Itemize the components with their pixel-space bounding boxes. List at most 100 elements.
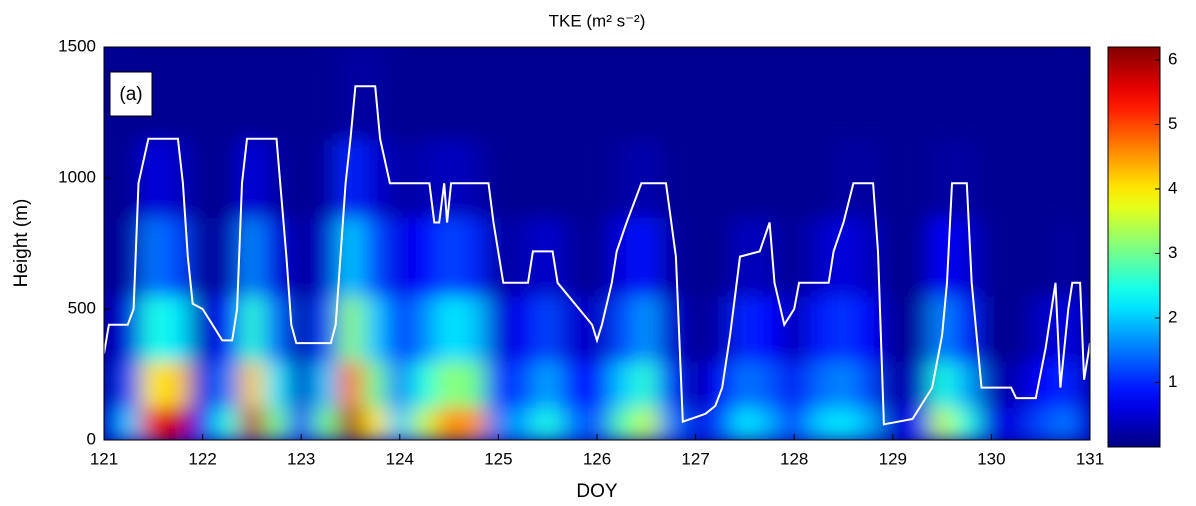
x-tick-label: 125 bbox=[484, 449, 512, 468]
heatmap-cell bbox=[880, 47, 906, 140]
heatmap-cell bbox=[757, 407, 783, 440]
heatmap-cell bbox=[905, 47, 931, 140]
heatmap-cell bbox=[905, 217, 931, 297]
heatmap-cell bbox=[338, 361, 364, 408]
heatmap-cell bbox=[338, 407, 364, 440]
heatmap-cell bbox=[214, 47, 241, 140]
y-tick-label: 500 bbox=[68, 298, 96, 317]
heatmap-cell bbox=[658, 407, 684, 440]
x-tick-label: 121 bbox=[90, 449, 118, 468]
colorbar-tick-label: 5 bbox=[1168, 114, 1177, 133]
heatmap-cell bbox=[190, 361, 216, 408]
heatmap-cell bbox=[387, 138, 413, 218]
heatmap-cell bbox=[979, 138, 1005, 218]
heatmap-cell bbox=[535, 361, 561, 408]
heatmap-cell bbox=[831, 407, 857, 440]
heatmap-cell bbox=[683, 47, 709, 140]
heatmap-cell bbox=[979, 217, 1005, 297]
boundary-layer-line bbox=[103, 85, 1091, 426]
heatmap-cell bbox=[1053, 47, 1079, 140]
heatmap-cell bbox=[104, 407, 117, 440]
heatmap-cell bbox=[658, 361, 684, 408]
heatmap-cell bbox=[905, 407, 931, 440]
heatmap-cell bbox=[633, 295, 660, 362]
heatmap-cell bbox=[239, 295, 265, 362]
heatmap-cell bbox=[486, 47, 512, 140]
heatmap-cell bbox=[732, 138, 758, 218]
heatmap-cell bbox=[609, 295, 635, 362]
heatmap-cell bbox=[979, 47, 1005, 140]
heatmap-cell bbox=[510, 47, 536, 140]
heatmap-cell bbox=[954, 361, 980, 408]
heatmap-cell bbox=[461, 361, 487, 408]
heatmap-cell bbox=[855, 138, 881, 218]
colorbar-tick-label: 3 bbox=[1168, 243, 1177, 262]
heatmap-cell bbox=[288, 47, 315, 140]
heatmap-cell bbox=[855, 361, 881, 408]
heatmap-cell bbox=[1028, 138, 1054, 218]
heatmap-cell bbox=[609, 361, 635, 408]
heatmap-cell bbox=[313, 407, 339, 440]
heatmap-cell bbox=[658, 138, 684, 218]
heatmap-cell bbox=[609, 217, 635, 297]
heatmap-cell bbox=[486, 295, 512, 362]
heatmap-cell bbox=[338, 47, 364, 140]
heatmap-cell bbox=[1077, 217, 1090, 297]
heatmap-cell bbox=[1077, 47, 1090, 140]
heatmap-cell bbox=[806, 361, 832, 408]
heatmap-cell bbox=[214, 407, 241, 440]
heatmap-cell bbox=[954, 217, 980, 297]
heatmap-cell bbox=[658, 47, 684, 140]
heatmap-cell bbox=[461, 295, 487, 362]
x-tick-label: 128 bbox=[780, 449, 808, 468]
panel-label: (a) bbox=[119, 84, 142, 105]
heatmap-cell bbox=[1003, 361, 1029, 408]
plot-frame bbox=[103, 46, 1091, 441]
heatmap-cell bbox=[461, 138, 487, 218]
heatmap-cell bbox=[264, 407, 290, 440]
heatmap-cell bbox=[831, 361, 857, 408]
heatmap-cell bbox=[510, 138, 536, 218]
heatmap-cell bbox=[436, 295, 462, 362]
y-tick-label: 1500 bbox=[58, 36, 96, 55]
heatmap-cell bbox=[535, 295, 561, 362]
heatmap-cell bbox=[806, 47, 832, 140]
heatmap-cell bbox=[831, 217, 857, 297]
heatmap-cell bbox=[264, 361, 290, 408]
heatmap-cell bbox=[165, 47, 191, 140]
heatmap-cell bbox=[165, 407, 191, 440]
heatmap-cell bbox=[707, 295, 734, 362]
heatmap-cell bbox=[239, 361, 265, 408]
heatmap-cell bbox=[831, 47, 857, 140]
heatmap-cell bbox=[214, 138, 241, 218]
heatmap-cell bbox=[214, 295, 241, 362]
heatmap-cell bbox=[436, 217, 462, 297]
heatmap-cell bbox=[104, 295, 117, 362]
heatmap-cell bbox=[806, 295, 832, 362]
heatmap-cell bbox=[757, 361, 783, 408]
panel-label-box bbox=[109, 71, 153, 117]
heatmap-cell bbox=[116, 361, 142, 408]
heatmap-cell bbox=[412, 295, 438, 362]
heatmap-cell bbox=[165, 295, 191, 362]
heatmap-cell bbox=[560, 217, 586, 297]
heatmap-cell bbox=[905, 361, 931, 408]
heatmap-cell bbox=[880, 361, 906, 408]
heatmap-cell bbox=[412, 217, 438, 297]
heatmap-cell bbox=[560, 407, 586, 440]
heatmap-cell bbox=[362, 361, 388, 408]
heatmap-cell bbox=[781, 47, 808, 140]
heatmap-cell bbox=[658, 217, 684, 297]
heatmap-cell bbox=[313, 47, 339, 140]
x-tick-label: 130 bbox=[977, 449, 1005, 468]
heatmap-cell bbox=[929, 361, 955, 408]
heatmap-cell bbox=[1053, 217, 1079, 297]
heatmap-cell bbox=[288, 138, 315, 218]
heatmap-cell bbox=[781, 138, 808, 218]
colorbar-tick-label: 2 bbox=[1168, 307, 1177, 326]
heatmap-cell bbox=[633, 217, 660, 297]
heatmap-cell bbox=[905, 295, 931, 362]
heatmap-cell bbox=[313, 217, 339, 297]
heatmap-cell bbox=[387, 217, 413, 297]
